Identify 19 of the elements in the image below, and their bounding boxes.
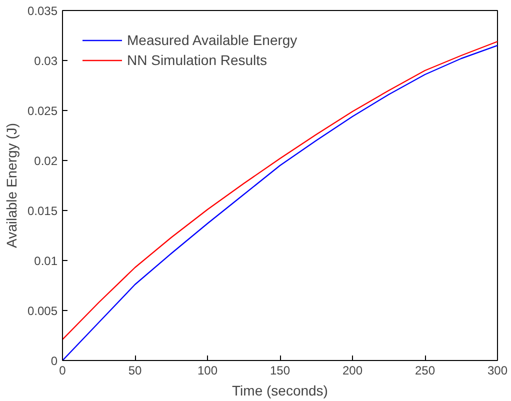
x-tick-label: 50 [128, 364, 142, 378]
y-tick-label: 0.01 [34, 254, 58, 268]
y-tick-label: 0 [50, 354, 58, 368]
y-axis-title: Available Energy (J) [3, 122, 20, 248]
y-tick-label: 0.035 [27, 4, 58, 18]
x-tick-label: 300 [487, 364, 508, 378]
x-tick-label: 0 [59, 364, 66, 378]
y-tick-label: 0.025 [27, 104, 58, 118]
x-tick-label: 150 [270, 364, 290, 378]
y-tick-label: 0.015 [27, 204, 58, 218]
x-axis-title: Time (seconds) [232, 382, 328, 398]
x-tick-label: 250 [414, 364, 436, 378]
y-tick-label: 0.005 [27, 304, 58, 318]
x-tick-label: 200 [342, 364, 363, 378]
legend-label: NN Simulation Results [127, 52, 268, 68]
y-tick-label: 0.02 [34, 154, 58, 168]
legend-label: Measured Available Energy [127, 32, 298, 48]
x-tick-label: 100 [197, 364, 218, 378]
y-tick-label: 0.03 [34, 54, 58, 68]
